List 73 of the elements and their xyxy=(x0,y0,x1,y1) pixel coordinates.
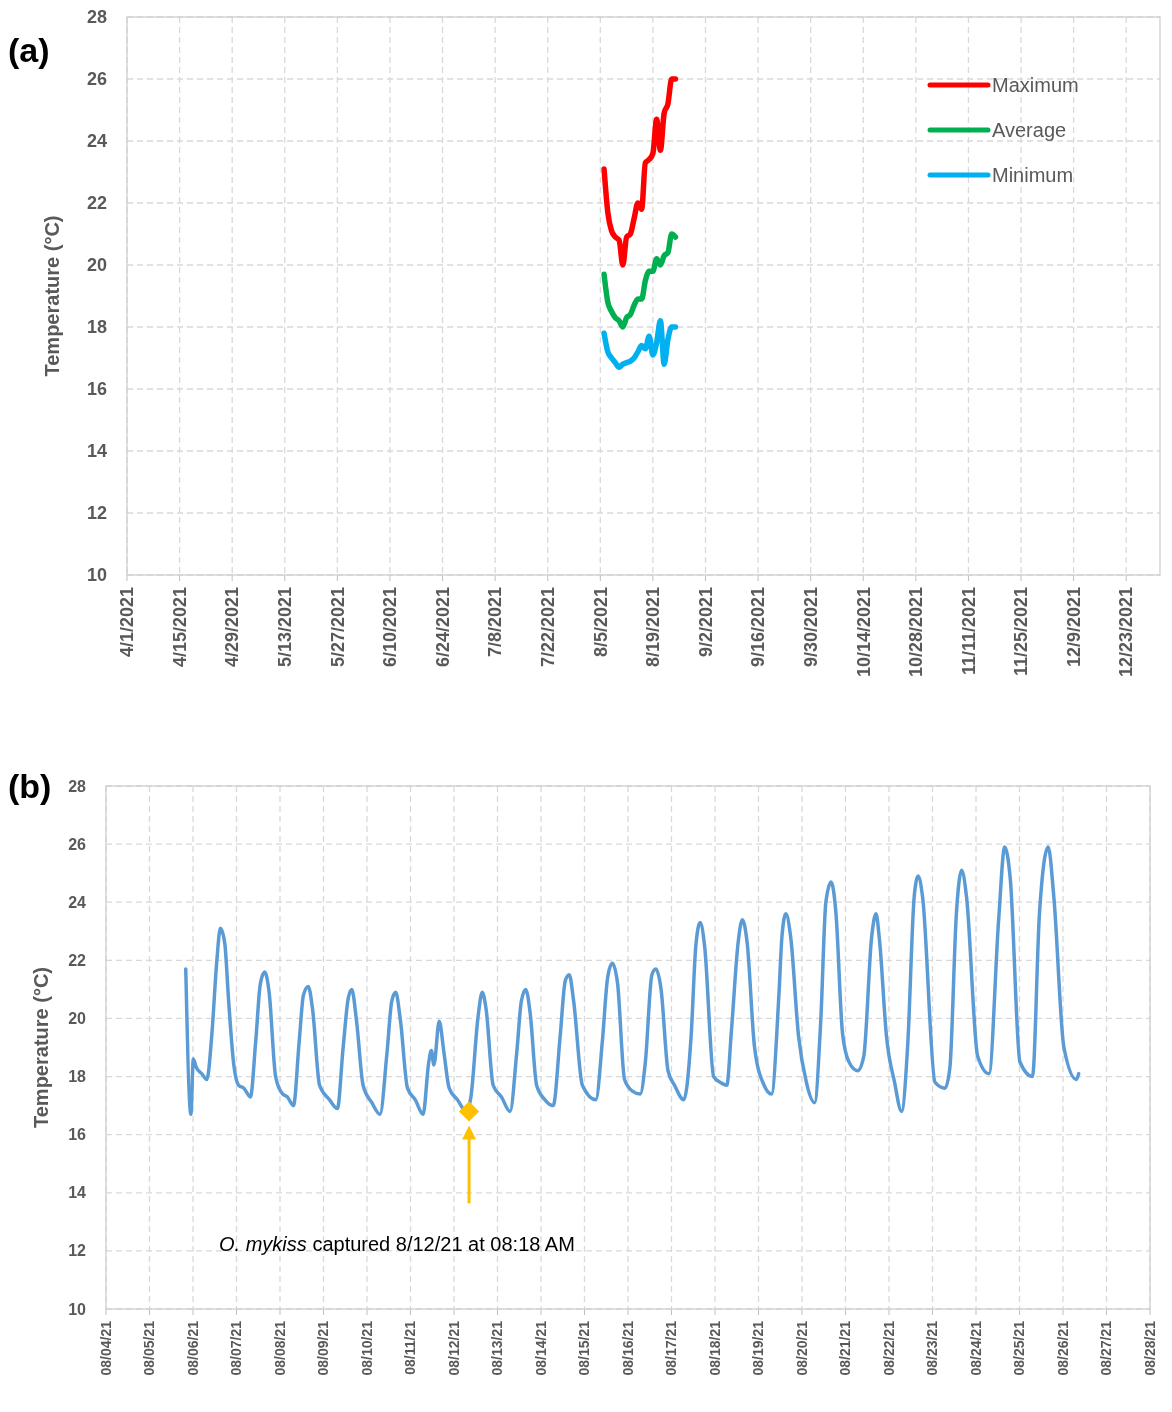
x-tick-label: 08/22/21 xyxy=(880,1320,897,1376)
y-tick-label: 28 xyxy=(86,7,107,28)
x-tick-label: 08/17/21 xyxy=(663,1320,680,1376)
y-axis-title: Temperature (°C) xyxy=(30,967,52,1128)
y-tick-label: 20 xyxy=(86,255,107,276)
x-tick-label: 12/23/2021 xyxy=(1116,587,1137,678)
x-tick-label: 10/14/2021 xyxy=(853,587,874,678)
y-tick-label: 14 xyxy=(68,1184,87,1202)
x-tick-label: 08/21/21 xyxy=(837,1320,854,1376)
x-tick-label: 10/28/2021 xyxy=(906,587,927,678)
y-tick-label: 24 xyxy=(68,893,87,911)
x-tick-label: 08/20/21 xyxy=(793,1320,810,1376)
x-tick-label: 9/16/2021 xyxy=(748,587,769,668)
x-tick-label: 08/16/21 xyxy=(619,1320,636,1376)
x-tick-label: 7/22/2021 xyxy=(538,587,559,668)
x-tick-label: 08/25/21 xyxy=(1011,1320,1028,1376)
x-tick-label: 7/8/2021 xyxy=(485,587,506,658)
x-tick-label: 08/28/21 xyxy=(1141,1320,1158,1376)
x-tick-label: 08/15/21 xyxy=(576,1320,593,1376)
x-tick-label: 08/09/21 xyxy=(315,1320,332,1376)
annotation: O. mykiss captured 8/12/21 at 08:18 AM xyxy=(219,1233,575,1256)
x-tick-label: 08/18/21 xyxy=(706,1320,723,1376)
x-tick-label: 08/12/21 xyxy=(445,1320,462,1376)
y-tick-label: 20 xyxy=(68,1010,87,1028)
x-tick-label: 08/26/21 xyxy=(1054,1320,1071,1376)
y-tick-label: 28 xyxy=(68,777,87,795)
x-tick-label: 08/04/21 xyxy=(97,1320,114,1376)
y-axis-title: Temperature (°C) xyxy=(41,215,63,377)
text: (a) xyxy=(8,31,50,69)
x-tick-label: 4/15/2021 xyxy=(169,587,190,668)
legend-label: Average xyxy=(992,119,1067,141)
y-tick-label: 26 xyxy=(86,69,107,90)
x-tick-label: 08/14/21 xyxy=(532,1320,549,1376)
x-tick-label: 5/27/2021 xyxy=(327,587,348,668)
text: (b) xyxy=(8,767,52,805)
x-tick-label: 08/27/21 xyxy=(1098,1320,1115,1376)
y-tick-label: 18 xyxy=(68,1068,87,1086)
y-tick-label: 12 xyxy=(86,503,107,524)
y-tick-label: 18 xyxy=(86,317,107,338)
x-tick-label: 8/5/2021 xyxy=(590,587,611,658)
x-tick-label: 11/11/2021 xyxy=(958,587,979,676)
x-tick-label: 8/19/2021 xyxy=(643,587,664,668)
y-tick-label: 24 xyxy=(86,131,107,152)
y-tick-label: 10 xyxy=(86,565,107,586)
x-tick-label: 08/08/21 xyxy=(271,1320,288,1376)
x-tick-label: 12/9/2021 xyxy=(1063,587,1084,668)
x-tick-label: 08/06/21 xyxy=(184,1320,201,1376)
y-tick-label: 16 xyxy=(86,379,107,400)
y-tick-label: 12 xyxy=(68,1242,87,1260)
x-tick-label: 9/30/2021 xyxy=(800,587,821,668)
x-tick-label: 11/25/2021 xyxy=(1011,587,1032,677)
x-tick-label: 08/23/21 xyxy=(924,1320,941,1376)
x-tick-label: 9/2/2021 xyxy=(695,587,716,658)
y-tick-label: 14 xyxy=(86,441,107,462)
x-tick-label: 08/10/21 xyxy=(358,1320,375,1376)
x-tick-label: 08/07/21 xyxy=(228,1320,245,1376)
y-tick-label: 22 xyxy=(68,951,87,969)
x-tick-label: 6/10/2021 xyxy=(380,587,401,668)
y-tick-label: 26 xyxy=(68,835,87,853)
x-tick-label: 4/1/2021 xyxy=(117,587,138,658)
x-tick-label: 5/13/2021 xyxy=(275,587,296,668)
x-tick-label: 08/19/21 xyxy=(750,1320,767,1376)
y-tick-label: 22 xyxy=(86,193,107,214)
x-tick-label: 08/13/21 xyxy=(489,1320,506,1376)
x-tick-label: 08/05/21 xyxy=(141,1320,158,1376)
x-tick-label: 6/24/2021 xyxy=(432,587,453,668)
x-tick-label: 4/29/2021 xyxy=(222,587,243,668)
y-tick-label: 10 xyxy=(68,1300,87,1318)
legend-label: Maximum xyxy=(992,74,1079,96)
legend-label: Minimum xyxy=(992,164,1074,186)
y-tick-label: 16 xyxy=(68,1126,87,1144)
x-tick-label: 08/24/21 xyxy=(967,1320,984,1376)
x-tick-label: 08/11/21 xyxy=(402,1320,419,1375)
